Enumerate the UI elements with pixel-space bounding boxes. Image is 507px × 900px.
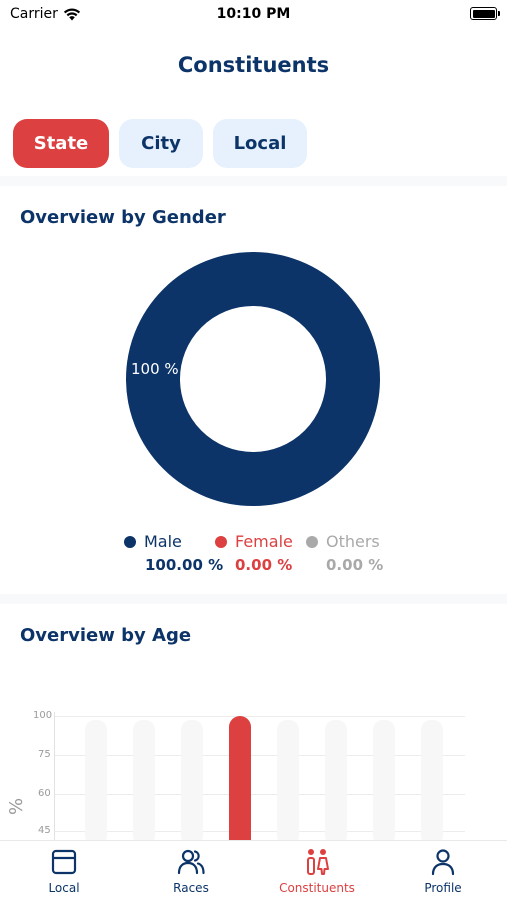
section-divider	[0, 594, 507, 604]
y-tick-label: 75	[38, 749, 51, 760]
legend-item-male: Male	[124, 532, 182, 551]
section-divider	[0, 176, 507, 186]
status-time: 10:10 PM	[216, 6, 291, 22]
nav-item-constituents[interactable]: Constituents	[267, 847, 367, 895]
legend-label-male: Male	[144, 532, 182, 551]
page-title: Constituents	[177, 53, 330, 77]
age-bars	[85, 716, 443, 846]
legend-item-others: Others	[306, 532, 380, 551]
donut-slice-label: 100 %	[131, 360, 179, 378]
nav-label-constituents: Constituents	[279, 881, 355, 895]
age-section-title: Overview by Age	[20, 625, 192, 646]
y-axis-line	[54, 712, 55, 846]
gridline	[55, 831, 465, 832]
gridline	[55, 716, 465, 717]
legend-label-female: Female	[235, 532, 293, 551]
legend-dot-others	[306, 535, 318, 548]
legend-item-female: Female	[215, 532, 293, 551]
people-icon	[177, 849, 205, 875]
gender-donut-chart	[126, 252, 380, 506]
battery-icon	[470, 7, 500, 20]
carrier-indicator: Carrier	[10, 6, 81, 22]
nav-label-profile: Profile	[424, 881, 462, 895]
window-icon	[51, 849, 77, 875]
legend-dot-male	[124, 535, 136, 548]
wifi-icon	[63, 7, 80, 20]
donut-slice-male	[126, 252, 380, 506]
bottom-tab-bar: Local Races Constituents Profile	[0, 840, 507, 900]
tab-city[interactable]: City	[119, 119, 203, 168]
y-tick-label: 60	[38, 788, 51, 799]
legend-label-others: Others	[326, 532, 380, 551]
age-bar	[85, 720, 107, 846]
carrier-label: Carrier	[10, 6, 58, 22]
person-icon	[431, 849, 455, 876]
region-tabs: State City Local	[13, 119, 307, 168]
age-bar-chart: % 100 75 60 45	[0, 700, 507, 846]
gender-legend: Male 100.00 % Female 0.00 % Others 0.00 …	[0, 532, 507, 580]
nav-label-local: Local	[48, 881, 80, 895]
age-bar-highlighted	[229, 716, 251, 846]
nav-label-races: Races	[173, 881, 209, 895]
status-bar: Carrier 10:10 PM	[0, 0, 507, 30]
legend-value-others: 0.00 %	[326, 556, 384, 574]
tab-state[interactable]: State	[13, 119, 109, 168]
gridline	[55, 755, 465, 756]
nav-item-profile[interactable]: Profile	[393, 847, 493, 895]
y-tick-label: 45	[38, 825, 51, 836]
age-bar	[133, 720, 155, 846]
legend-dot-female	[215, 535, 227, 548]
age-bar	[325, 720, 347, 846]
nav-item-local[interactable]: Local	[14, 847, 114, 895]
legend-value-male: 100.00 %	[145, 556, 224, 574]
age-bar	[277, 720, 299, 846]
age-bar	[373, 720, 395, 846]
constituents-icon	[307, 849, 329, 875]
legend-value-female: 0.00 %	[235, 556, 293, 574]
gender-section-title: Overview by Gender	[20, 207, 226, 228]
nav-item-races[interactable]: Races	[141, 847, 241, 895]
age-bar	[421, 720, 443, 846]
y-tick-label: 100	[33, 710, 53, 721]
tab-local[interactable]: Local	[213, 119, 307, 168]
gridline	[55, 794, 465, 795]
age-bar	[181, 720, 203, 846]
